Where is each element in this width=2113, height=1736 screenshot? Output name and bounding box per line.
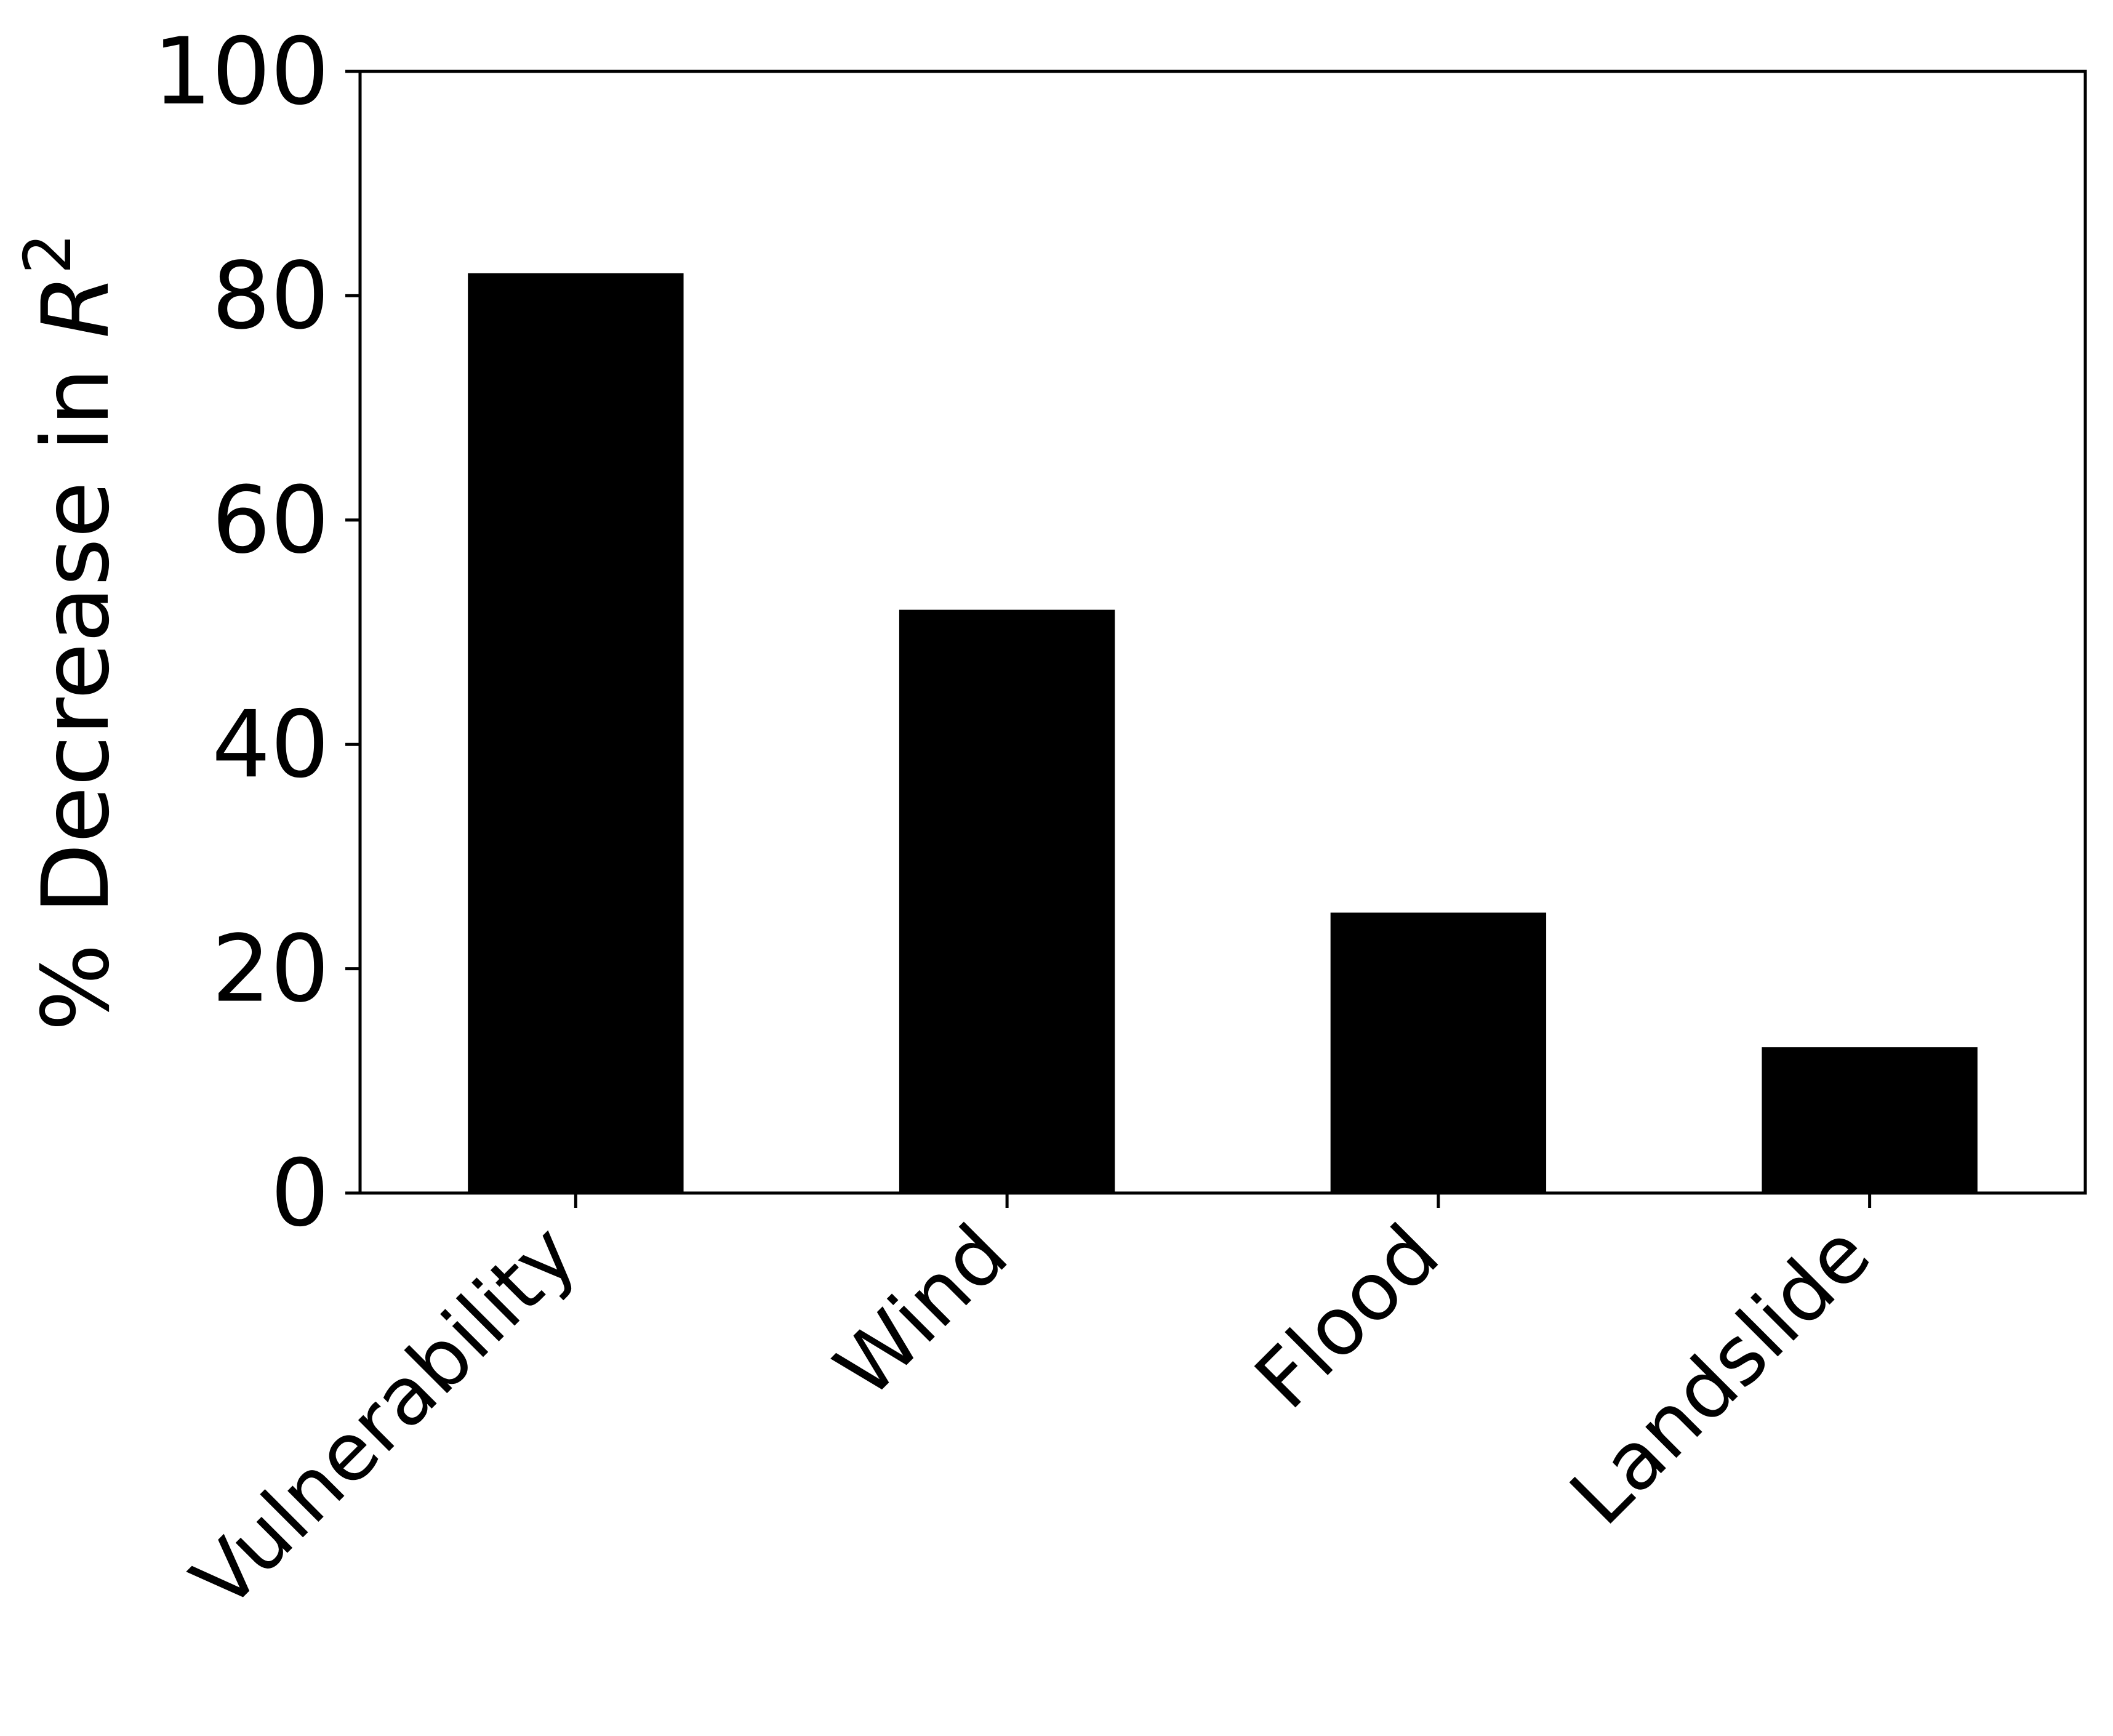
y-tick-label-80: 80: [212, 243, 329, 350]
bar-landslide: [1762, 1047, 1978, 1193]
y-tick-label-40: 40: [212, 691, 329, 798]
y-tick-label-0: 0: [271, 1140, 329, 1247]
x-axis: Vulnerability Wind Flood Landslide: [174, 1193, 1888, 1627]
y-axis-title-prefix: % Decrease in: [23, 339, 130, 1032]
y-tick-label-60: 60: [212, 467, 329, 574]
x-tick-label-wind: Wind: [817, 1207, 1026, 1415]
y-axis-title: % Decrease in R2: [10, 233, 130, 1032]
bar-wind: [899, 609, 1115, 1193]
y-tick-label-100: 100: [153, 18, 329, 126]
y-axis: 0 20 40 60 80 100: [153, 18, 360, 1247]
x-tick-label-landslide: Landslide: [1552, 1207, 1888, 1543]
y-tick-label-20: 20: [212, 916, 329, 1023]
x-tick-label-vulnerability: Vulnerability: [174, 1207, 594, 1626]
bar-vulnerability: [468, 273, 684, 1194]
bars: [468, 273, 1978, 1194]
x-tick-label-flood: Flood: [1237, 1207, 1457, 1426]
y-axis-title-variable: R: [23, 274, 130, 338]
plot-area-frame: [358, 70, 2087, 1195]
y-axis-title-superscript: 2: [10, 233, 86, 275]
bar-flood: [1330, 912, 1547, 1193]
